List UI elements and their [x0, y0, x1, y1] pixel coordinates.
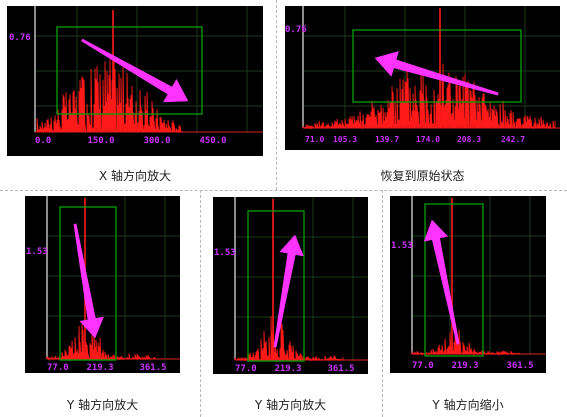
x-tick-label: 361.5 — [139, 363, 166, 373]
zoom-selection-box — [424, 203, 484, 357]
y-axis-max-label: 1.53 — [391, 241, 413, 251]
arrow-up-icon — [423, 219, 460, 345]
top-column-separator — [276, 0, 277, 190]
x-tick-label: 361.5 — [506, 361, 533, 371]
arrow-down-right-icon — [81, 38, 189, 103]
y-zoom-in-caption-2: Y 轴方向放大 — [254, 398, 327, 412]
zoom-selection-box — [352, 29, 522, 103]
y-axis-max-label: 0.76 — [9, 33, 31, 43]
arrow-up-icon — [273, 234, 304, 348]
x-tick-label: 105.3 — [333, 135, 357, 144]
zoom-selection-box — [247, 210, 305, 362]
signal-trace — [46, 324, 156, 361]
arrow-down-icon — [73, 223, 104, 339]
x-tick-label: 219.3 — [274, 364, 301, 374]
restore-chart[interactable]: 0.76 71.0 105.3 139.7 174.0 208.3 242.7 — [285, 6, 560, 150]
y-zoom-out-chart[interactable]: 1.53 77.0 219.3 361.5 — [390, 196, 546, 373]
x-tick-label: 139.7 — [375, 135, 399, 144]
signal-trace — [411, 327, 521, 356]
y-axis-max-label: 1.53 — [214, 248, 236, 258]
signal-trace — [234, 313, 344, 362]
x-tick-label: 0.0 — [35, 136, 51, 146]
x-tick-label: 150.0 — [87, 136, 114, 146]
chart-canvas: 1.53 77.0 219.3 361.5 — [26, 196, 180, 373]
signal-trace — [302, 63, 556, 130]
signal-trace — [36, 57, 183, 134]
x-tick-label: 174.0 — [416, 135, 440, 144]
chart-canvas: 1.53 77.0 219.3 361.5 — [391, 196, 546, 371]
y-axis-max-label: 0.76 — [285, 25, 307, 35]
bottom-separator-1 — [200, 190, 201, 417]
y-zoom-out-caption: Y 轴方向缩小 — [432, 398, 504, 412]
x-tick-label: 208.3 — [457, 135, 481, 144]
chart-canvas: 0.76 71.0 105.3 139.7 174.0 208.3 242.7 — [285, 6, 560, 144]
y-zoom-in-chart-2[interactable]: 1.53 77.0 219.3 361.5 — [213, 197, 368, 374]
y-zoom-in-caption-1: Y 轴方向放大 — [66, 398, 139, 412]
x-tick-label: 219.3 — [86, 363, 113, 373]
x-tick-label: 219.3 — [451, 361, 478, 371]
zoom-selection-box — [56, 26, 203, 115]
chart-canvas: 0.76 0.0 150.0 300.0 450.0 — [9, 6, 263, 146]
x-tick-label: 77.0 — [47, 363, 69, 373]
x-tick-label: 361.5 — [327, 364, 354, 374]
arrow-up-left-icon — [374, 51, 499, 96]
zoom-selection-box — [59, 206, 117, 361]
x-tick-label: 77.0 — [412, 361, 434, 371]
x-tick-label: 242.7 — [501, 135, 525, 144]
x-zoom-in-caption: X 轴方向放大 — [98, 169, 172, 183]
x-tick-label: 450.0 — [199, 136, 226, 146]
x-tick-label: 77.0 — [235, 364, 257, 374]
y-axis-max-label: 1.53 — [26, 247, 48, 257]
chart-canvas: 1.53 77.0 219.3 361.5 — [214, 197, 368, 374]
x-tick-label: 300.0 — [143, 136, 170, 146]
x-zoom-in-chart[interactable]: 0.76 0.0 150.0 300.0 450.0 — [7, 6, 263, 156]
x-tick-label: 71.0 — [305, 135, 324, 144]
restore-caption: 恢复到原始状态 — [380, 169, 465, 183]
bottom-separator-2 — [382, 190, 383, 417]
y-zoom-in-chart-1[interactable]: 1.53 77.0 219.3 361.5 — [25, 196, 180, 373]
row-separator — [0, 190, 567, 191]
